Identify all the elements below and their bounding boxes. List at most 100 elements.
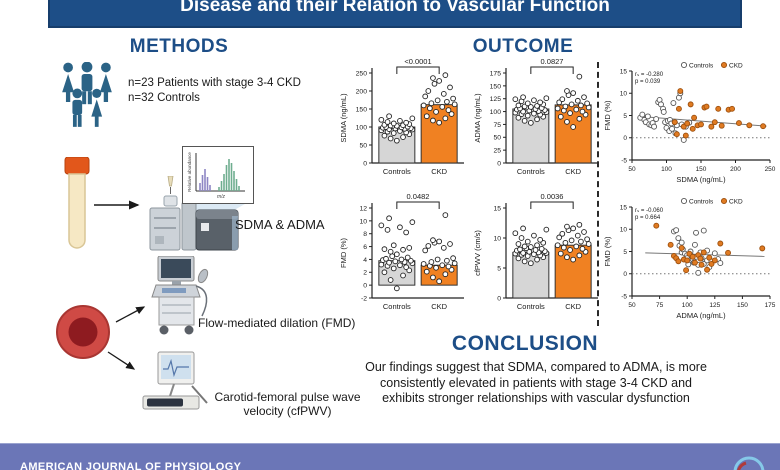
svg-text:5: 5: [623, 113, 627, 120]
svg-text:0.0036: 0.0036: [541, 192, 564, 201]
svg-text:150: 150: [490, 83, 502, 90]
svg-text:10: 10: [620, 91, 628, 98]
svg-text:50: 50: [493, 135, 501, 142]
svg-text:50: 50: [359, 142, 367, 149]
svg-text:75: 75: [656, 302, 664, 309]
svg-text:CKD: CKD: [729, 63, 743, 70]
title-bar: Disease and their Relation to Vascular F…: [48, 0, 742, 28]
svg-text:FMD (%): FMD (%): [339, 238, 348, 268]
svg-text:-5: -5: [621, 157, 627, 164]
svg-text:15: 15: [620, 204, 628, 211]
blood-tube-icon: [64, 157, 90, 249]
svg-text:FMD (%): FMD (%): [603, 236, 612, 266]
svg-text:Controls: Controls: [689, 199, 714, 206]
svg-text:10: 10: [620, 227, 628, 234]
svg-text:125: 125: [709, 302, 720, 309]
svg-text:175: 175: [490, 70, 502, 77]
svg-text:0.0827: 0.0827: [541, 57, 564, 66]
svg-text:SDMA (ng/mL): SDMA (ng/mL): [339, 93, 348, 143]
svg-text:25: 25: [493, 148, 501, 155]
svg-text:175: 175: [765, 302, 776, 309]
conclusion-heading: CONCLUSION: [451, 332, 599, 355]
woman-icon: [62, 62, 75, 103]
chart-fmd-vs-adma-scatter: -5 0 5 10 15 50 75 100 125 150 175 Controls CKD rₛ = …: [603, 197, 776, 320]
woman-icon: [91, 88, 103, 127]
ultrasound-machine-icon: [151, 256, 209, 335]
svg-text:rₛ = -0.280: rₛ = -0.280: [635, 72, 664, 78]
svg-text:0: 0: [497, 295, 501, 302]
svg-text:p = 0.664: p = 0.664: [635, 215, 661, 221]
svg-text:SDMA (ng/mL): SDMA (ng/mL): [676, 175, 726, 184]
flow-arrows: [94, 200, 146, 370]
svg-text:5: 5: [497, 265, 501, 272]
svg-text:rₛ = -0.060: rₛ = -0.060: [635, 208, 664, 214]
conclusion-text: Our findings suggest that SDMA, compared…: [365, 360, 707, 405]
journal-name: AMERICAN JOURNAL OF PHYSIOLOGY: [20, 461, 242, 470]
svg-text:ADMA (ng/mL): ADMA (ng/mL): [676, 311, 726, 320]
svg-text:10: 10: [359, 218, 367, 225]
svg-text:50: 50: [628, 166, 636, 173]
svg-text:<0.0001: <0.0001: [404, 57, 431, 66]
chart-fmd-bar: -2 0 2 4 6 8 10 12 0.0482 Controls CKD FMD (%): [339, 192, 464, 311]
svg-text:100: 100: [490, 109, 502, 116]
svg-text:150: 150: [737, 302, 748, 309]
page-title: Disease and their Relation to Vascular F…: [180, 0, 610, 16]
chart-cfpwv-bar: 0 5 10 15 0.0036 Controls CKD cfPWV (cm/s): [473, 192, 598, 311]
svg-text:50: 50: [628, 302, 636, 309]
cfpwv-device-icon: [142, 351, 208, 410]
svg-text:150: 150: [356, 106, 368, 113]
svg-text:FMD (%): FMD (%): [603, 100, 612, 130]
cohort-line-ckd: n=23 Patients with stage 3-4 CKD: [128, 77, 301, 89]
svg-text:250: 250: [765, 166, 776, 173]
svg-text:Controls: Controls: [383, 167, 411, 176]
svg-text:200: 200: [730, 166, 741, 173]
svg-text:0.0482: 0.0482: [407, 192, 430, 201]
fmd-label: Flow-mediated dilation (FMD): [198, 316, 356, 330]
svg-text:CKD: CKD: [431, 167, 447, 176]
probe-cable: [195, 285, 208, 317]
patients-group-icon: [62, 62, 112, 127]
svg-text:0: 0: [623, 271, 627, 278]
footer-band: [0, 443, 780, 470]
svg-text:0: 0: [363, 283, 367, 290]
svg-text:6: 6: [363, 244, 367, 251]
woman-icon: [99, 62, 112, 103]
svg-text:5: 5: [623, 249, 627, 256]
assay-label: SDMA & ADMA: [235, 217, 325, 232]
svg-text:0: 0: [363, 160, 367, 167]
svg-text:100: 100: [661, 166, 672, 173]
svg-text:Controls: Controls: [517, 302, 545, 311]
man-icon: [72, 88, 83, 127]
svg-text:125: 125: [490, 96, 502, 103]
svg-text:100: 100: [356, 124, 368, 131]
svg-text:Controls: Controls: [383, 302, 411, 311]
outcome-heading: OUTCOME: [472, 36, 574, 57]
svg-text:0: 0: [497, 160, 501, 167]
svg-text:-2: -2: [361, 295, 367, 302]
svg-text:CKD: CKD: [565, 167, 581, 176]
svg-text:CKD: CKD: [565, 302, 581, 311]
svg-text:15: 15: [620, 68, 628, 75]
chart-sdma-bar: 0 50 100 150 200 250 <0.0001 Controls CKD SDMA (n…: [339, 57, 464, 176]
spectrum-xlabel: m/z: [217, 194, 226, 200]
aps-logo-icon: [733, 456, 765, 470]
chart-adma-bar: 0 25 50 75 100 125 150 175 0.0827 Controls CKD ADMA…: [473, 57, 598, 176]
svg-text:75: 75: [493, 122, 501, 129]
arrow-blood-to-fmd: [115, 306, 146, 323]
svg-text:CKD: CKD: [431, 302, 447, 311]
blood-cell-icon: [56, 305, 110, 359]
svg-text:cfPWV (cm/s): cfPWV (cm/s): [473, 230, 482, 276]
cohort-text: n=23 Patients with stage 3-4 CKD n=32 Co…: [128, 76, 358, 106]
svg-text:2: 2: [363, 270, 367, 277]
cfpwv-label-line2: velocity (cfPWV): [243, 404, 332, 418]
svg-text:200: 200: [356, 88, 368, 95]
svg-text:8: 8: [363, 231, 367, 238]
svg-text:p = 0.039: p = 0.039: [635, 79, 661, 85]
cfpwv-label: Carotid-femoral pulse wave velocity (cfP…: [205, 390, 370, 418]
svg-text:4: 4: [363, 257, 367, 264]
ultrasound-probe: [197, 268, 209, 284]
spectrum-plot: Relative abundance m/z: [187, 152, 245, 200]
svg-text:ADMA (ng/mL): ADMA (ng/mL): [473, 93, 482, 143]
methods-heading: METHODS: [129, 36, 229, 57]
chart-fmd-vs-sdma-scatter: -5 0 5 10 15 50 100 150 200 250 Controls CKD rₛ = -0…: [603, 61, 776, 184]
